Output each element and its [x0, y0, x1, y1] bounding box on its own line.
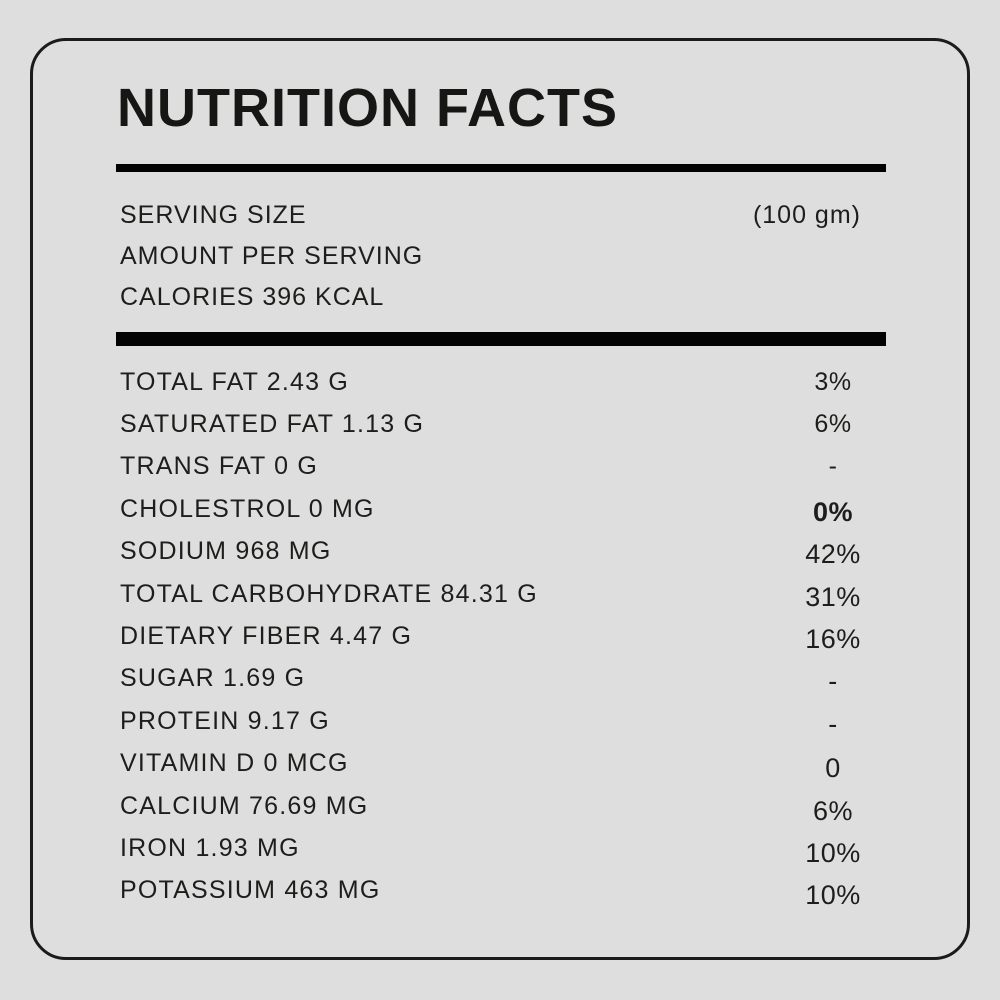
nutrient-label: IRON 1.93 MG [120, 833, 300, 862]
amount-per-serving-label: AMOUNT PER SERVING [120, 242, 424, 270]
nutrient-value: - [828, 666, 838, 697]
table-row-trans-fat: TRANS FAT 0 G - [120, 446, 886, 488]
nutrient-label: VITAMIN D 0 MCG [120, 749, 349, 778]
nutrient-label: TRANS FAT 0 G [120, 452, 319, 481]
nutrient-value: - [828, 452, 838, 481]
serving-size-value: (100 gm) [752, 201, 861, 229]
serving-info-block: SERVING SIZE (100 gm) AMOUNT PER SERVING… [120, 195, 861, 318]
nutrient-value: 10% [805, 880, 861, 911]
nutrient-value: 10% [805, 837, 861, 868]
table-row-dietary-fiber: DIETARY FIBER 4.47 G 16% [120, 615, 886, 657]
nutrient-label: PROTEIN 9.17 G [120, 706, 330, 735]
nutrient-value: 16% [805, 624, 861, 655]
nutrient-label: DIETARY FIBER 4.47 G [120, 622, 413, 651]
table-row-total-carbohydrate: TOTAL CARBOHYDRATE 84.31 G 31% [120, 573, 886, 615]
nutrient-label: TOTAL CARBOHYDRATE 84.31 G [120, 579, 538, 608]
nutrient-value: 31% [805, 581, 861, 612]
title-divider-bar [116, 164, 886, 172]
nutrition-label-card: NUTRITION FACTS SERVING SIZE (100 gm) AM… [30, 38, 970, 960]
nutrient-label: SUGAR 1.69 G [120, 664, 306, 693]
nutrient-value: 3% [814, 367, 852, 396]
nutrient-label: SATURATED FAT 1.13 G [120, 410, 425, 439]
table-row-sugar: SUGAR 1.69 G - [120, 658, 886, 700]
nutrient-value: 0% [812, 496, 854, 527]
table-row-cholestrol: CHOLESTROL 0 MG 0% [120, 488, 886, 530]
serving-size-label: SERVING SIZE [120, 201, 307, 229]
table-row-potassium: POTASSIUM 463 MG 10% [120, 870, 886, 912]
nutrient-value: - [828, 708, 838, 739]
table-row-sodium: SODIUM 968 MG 42% [120, 531, 886, 573]
nutrient-label: TOTAL FAT 2.43 G [120, 367, 350, 396]
nutrient-value: 0 [825, 753, 841, 784]
nutrient-value: 6% [812, 795, 854, 826]
nutrient-label: CALCIUM 76.69 MG [120, 791, 369, 820]
table-row-total-fat: TOTAL FAT 2.43 G 3% [120, 361, 886, 403]
nutrient-table: TOTAL FAT 2.43 G 3% SATURATED FAT 1.13 G… [120, 361, 886, 912]
page-title: NUTRITION FACTS [117, 78, 618, 138]
nutrient-value: 6% [814, 410, 852, 439]
table-row-iron: IRON 1.93 MG 10% [120, 827, 886, 869]
nutrient-label: SODIUM 968 MG [120, 537, 332, 566]
serving-size-line: SERVING SIZE (100 gm) [120, 195, 861, 236]
nutrient-label: CHOLESTROL 0 MG [120, 494, 375, 523]
table-row-protein: PROTEIN 9.17 G - [120, 700, 886, 742]
nutrient-label: POTASSIUM 463 MG [120, 876, 381, 905]
calories-line: CALORIES 396 KCAL [120, 283, 385, 311]
table-row-saturated-fat: SATURATED FAT 1.13 G 6% [120, 403, 886, 445]
table-row-calcium: CALCIUM 76.69 MG 6% [120, 785, 886, 827]
section-divider-bar [116, 332, 886, 346]
table-row-vitamin-d: VITAMIN D 0 MCG 0 [120, 743, 886, 785]
nutrient-value: 42% [805, 539, 861, 570]
